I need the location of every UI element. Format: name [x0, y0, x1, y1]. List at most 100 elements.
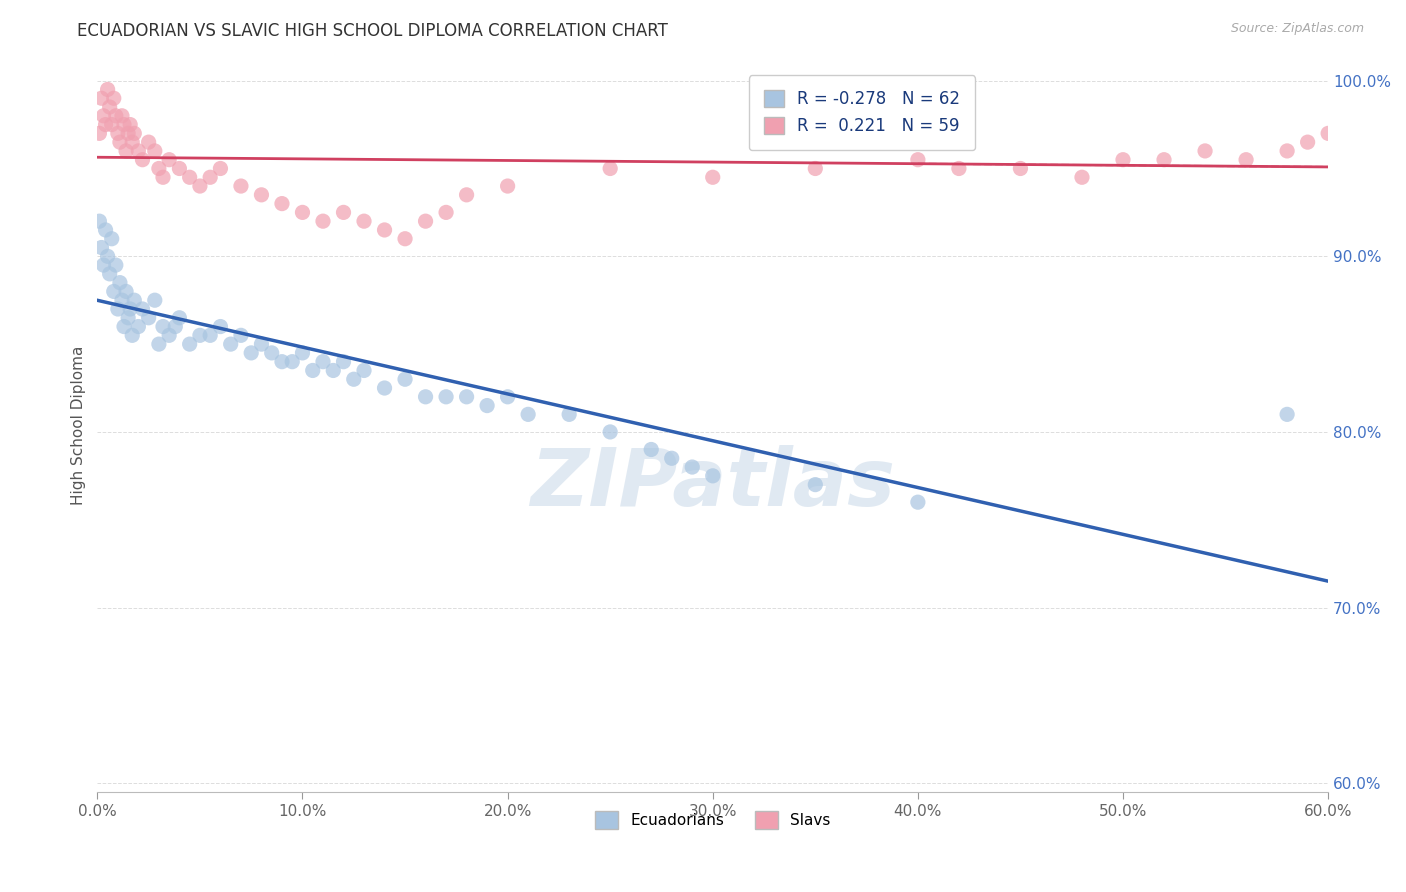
- Point: [353, 214, 375, 228]
- Point: [179, 170, 201, 185]
- Point: [121, 135, 143, 149]
- Point: [89, 127, 111, 141]
- Point: [198, 170, 221, 185]
- Point: [107, 301, 129, 316]
- Point: [681, 460, 703, 475]
- Point: [907, 495, 929, 509]
- Point: [108, 135, 131, 149]
- Point: [332, 205, 354, 219]
- Point: [496, 179, 519, 194]
- Point: [157, 153, 180, 167]
- Point: [188, 179, 211, 194]
- Point: [94, 223, 117, 237]
- Point: [1275, 408, 1298, 422]
- Point: [229, 179, 252, 194]
- Point: [1296, 135, 1319, 149]
- Point: [209, 161, 232, 176]
- Point: [143, 144, 166, 158]
- Point: [124, 127, 146, 141]
- Point: [117, 127, 139, 141]
- Point: [93, 109, 115, 123]
- Point: [415, 214, 437, 228]
- Point: [198, 328, 221, 343]
- Point: [517, 408, 540, 422]
- Text: ZIPatlas: ZIPatlas: [530, 445, 896, 524]
- Point: [702, 468, 724, 483]
- Point: [115, 144, 138, 158]
- Point: [104, 109, 127, 123]
- Point: [702, 170, 724, 185]
- Point: [121, 328, 143, 343]
- Point: [312, 354, 335, 368]
- Point: [1071, 170, 1094, 185]
- Point: [100, 232, 122, 246]
- Point: [89, 214, 111, 228]
- Point: [143, 293, 166, 308]
- Point: [157, 328, 180, 343]
- Legend: Ecuadorians, Slavs: Ecuadorians, Slavs: [589, 805, 837, 836]
- Point: [148, 161, 170, 176]
- Point: [107, 127, 129, 141]
- Point: [127, 144, 149, 158]
- Point: [281, 354, 304, 368]
- Point: [209, 319, 232, 334]
- Point: [152, 319, 174, 334]
- Point: [260, 346, 283, 360]
- Point: [152, 170, 174, 185]
- Point: [1153, 153, 1175, 167]
- Point: [599, 161, 621, 176]
- Y-axis label: High School Diploma: High School Diploma: [72, 346, 86, 506]
- Point: [804, 477, 827, 491]
- Point: [108, 276, 131, 290]
- Point: [98, 267, 121, 281]
- Point: [169, 310, 191, 325]
- Point: [907, 153, 929, 167]
- Point: [148, 337, 170, 351]
- Point: [599, 425, 621, 439]
- Point: [1234, 153, 1257, 167]
- Point: [415, 390, 437, 404]
- Point: [394, 232, 416, 246]
- Point: [1337, 135, 1360, 149]
- Point: [1317, 127, 1340, 141]
- Point: [1010, 161, 1032, 176]
- Point: [496, 390, 519, 404]
- Text: ECUADORIAN VS SLAVIC HIGH SCHOOL DIPLOMA CORRELATION CHART: ECUADORIAN VS SLAVIC HIGH SCHOOL DIPLOMA…: [77, 22, 668, 40]
- Point: [332, 354, 354, 368]
- Point: [271, 196, 294, 211]
- Point: [103, 285, 125, 299]
- Point: [291, 205, 314, 219]
- Point: [97, 249, 120, 263]
- Point: [312, 214, 335, 228]
- Point: [120, 301, 142, 316]
- Point: [103, 91, 125, 105]
- Point: [1194, 144, 1216, 158]
- Point: [1358, 118, 1381, 132]
- Point: [165, 319, 187, 334]
- Point: [131, 153, 153, 167]
- Point: [271, 354, 294, 368]
- Point: [138, 135, 160, 149]
- Point: [111, 109, 134, 123]
- Point: [640, 442, 662, 457]
- Point: [301, 363, 323, 377]
- Point: [90, 91, 112, 105]
- Point: [138, 310, 160, 325]
- Point: [475, 399, 498, 413]
- Point: [112, 319, 135, 334]
- Point: [100, 118, 122, 132]
- Point: [250, 187, 273, 202]
- Point: [558, 408, 581, 422]
- Point: [394, 372, 416, 386]
- Text: Source: ZipAtlas.com: Source: ZipAtlas.com: [1230, 22, 1364, 36]
- Point: [97, 82, 120, 96]
- Point: [353, 363, 375, 377]
- Point: [1112, 153, 1135, 167]
- Point: [120, 118, 142, 132]
- Point: [90, 240, 112, 254]
- Point: [456, 187, 478, 202]
- Point: [373, 223, 395, 237]
- Point: [229, 328, 252, 343]
- Point: [104, 258, 127, 272]
- Point: [240, 346, 263, 360]
